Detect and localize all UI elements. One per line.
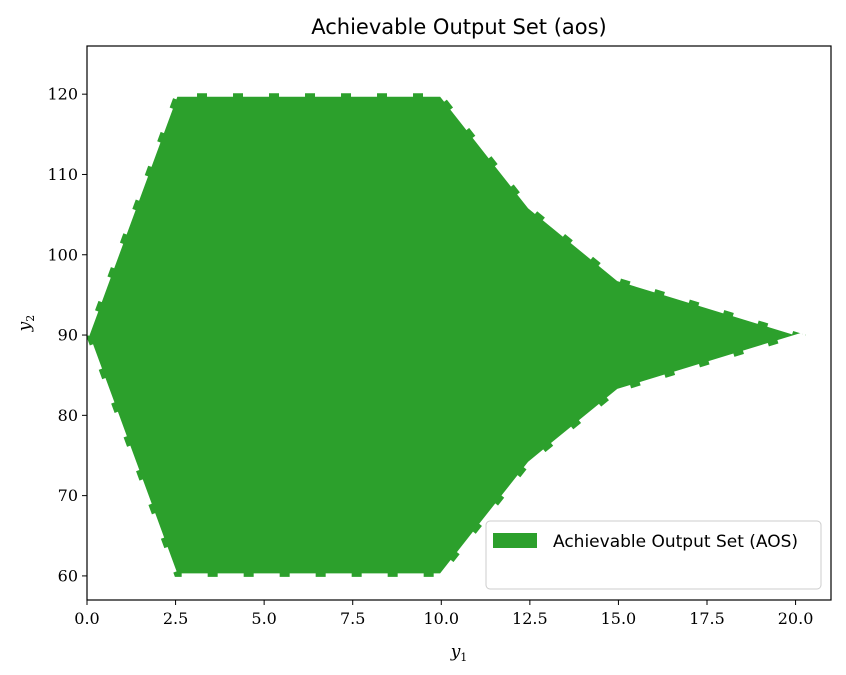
- y-axis-label: y2: [15, 315, 37, 333]
- x-tick-label: 15.0: [601, 609, 637, 628]
- x-tick-label: 10.0: [423, 609, 459, 628]
- x-tick-label: 5.0: [251, 609, 276, 628]
- legend-swatch: [493, 533, 537, 548]
- chart-title: Achievable Output Set (aos): [311, 15, 607, 39]
- plot-area: [84, 91, 807, 579]
- y-tick-label: 90: [58, 326, 78, 345]
- y-tick-label: 70: [58, 486, 78, 505]
- x-tick-label: 12.5: [512, 609, 548, 628]
- legend-box: [485, 520, 822, 590]
- y-tick-label: 100: [47, 245, 78, 264]
- x-tick-label: 2.5: [163, 609, 188, 628]
- aos-region-edge: [84, 91, 806, 579]
- x-tick-label: 0.0: [74, 609, 99, 628]
- aos-region: [85, 93, 807, 577]
- x-tick-label: 20.0: [778, 609, 814, 628]
- legend-label: Achievable Output Set (AOS): [553, 532, 798, 552]
- x-axis-label: y1: [450, 642, 468, 664]
- y-tick-label: 60: [58, 566, 78, 585]
- x-axis-ticks: 0.0 2.5 5.0 7.5 10.0 12.5 15.0 17.5 20.0: [74, 600, 813, 628]
- y-axis-ticks: 60 70 80 90 100 110 120: [47, 85, 87, 585]
- y-tick-label: 80: [58, 406, 78, 425]
- x-tick-label: 17.5: [689, 609, 725, 628]
- legend: Achievable Output Set (AOS): [485, 520, 822, 590]
- x-tick-label: 7.5: [340, 609, 365, 628]
- y-tick-label: 110: [47, 165, 78, 184]
- axes-frame: [86, 45, 832, 601]
- y-tick-label: 120: [47, 85, 78, 104]
